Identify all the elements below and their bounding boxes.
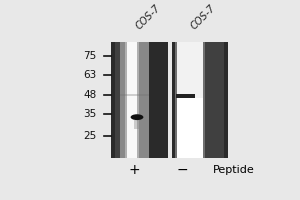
FancyBboxPatch shape (176, 94, 195, 98)
Text: 25: 25 (83, 131, 97, 141)
Text: 63: 63 (83, 70, 97, 80)
FancyBboxPatch shape (172, 42, 228, 158)
Ellipse shape (130, 114, 143, 120)
FancyBboxPatch shape (120, 94, 149, 96)
FancyBboxPatch shape (176, 42, 203, 106)
FancyBboxPatch shape (134, 120, 142, 129)
Text: Peptide: Peptide (213, 165, 255, 175)
FancyBboxPatch shape (172, 42, 176, 158)
FancyBboxPatch shape (125, 42, 139, 158)
FancyBboxPatch shape (176, 98, 203, 158)
FancyBboxPatch shape (202, 42, 205, 158)
FancyBboxPatch shape (175, 42, 177, 158)
FancyBboxPatch shape (120, 42, 149, 158)
FancyBboxPatch shape (149, 42, 168, 158)
FancyBboxPatch shape (111, 42, 168, 158)
FancyBboxPatch shape (137, 42, 139, 158)
FancyBboxPatch shape (127, 42, 137, 158)
Text: −: − (177, 163, 189, 177)
Text: +: + (128, 163, 140, 177)
FancyBboxPatch shape (111, 42, 115, 158)
FancyBboxPatch shape (125, 42, 127, 158)
Text: COS-7: COS-7 (134, 2, 162, 31)
FancyBboxPatch shape (224, 42, 228, 158)
Text: 75: 75 (83, 51, 97, 61)
Text: 48: 48 (83, 90, 97, 100)
Text: 35: 35 (83, 109, 97, 119)
Text: COS-7: COS-7 (188, 2, 217, 31)
FancyBboxPatch shape (176, 106, 203, 158)
FancyBboxPatch shape (175, 42, 205, 158)
